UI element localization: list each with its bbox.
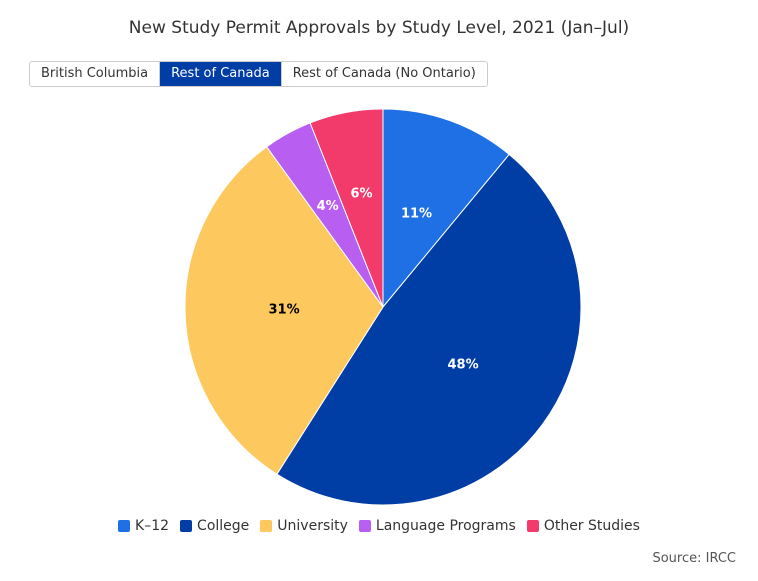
- legend-item-language-programs[interactable]: Language Programs: [358, 518, 516, 534]
- slice-data-label: 4%: [317, 199, 339, 214]
- legend-swatch: [526, 520, 539, 532]
- region-tabs: British Columbia Rest of Canada Rest of …: [29, 61, 488, 87]
- slice-data-label: 48%: [448, 358, 479, 373]
- pie-slice-other-studies[interactable]: [309, 108, 384, 308]
- legend-label: K–12: [135, 518, 170, 534]
- tab-rest-of-canada-no-ontario[interactable]: Rest of Canada (No Ontario): [281, 62, 487, 86]
- chart-title: New Study Permit Approvals by Study Leve…: [128, 18, 630, 38]
- legend-swatch: [358, 520, 371, 532]
- tab-british-columbia[interactable]: British Columbia: [30, 62, 161, 86]
- pie-slice-university[interactable]: [184, 146, 384, 475]
- legend-label: University: [277, 518, 348, 534]
- slice-data-label: 11%: [401, 206, 432, 221]
- legend-item-other-studies[interactable]: Other Studies: [526, 518, 640, 534]
- legend-label: Other Studies: [543, 518, 640, 534]
- legend-swatch: [180, 520, 193, 532]
- slice-data-label: 6%: [350, 187, 372, 202]
- pie-slice-k-12[interactable]: [382, 108, 510, 309]
- legend-label: College: [197, 518, 250, 534]
- legend-swatch: [260, 520, 273, 532]
- pie-slice-college[interactable]: [276, 153, 582, 506]
- legend-item-college[interactable]: College: [180, 518, 249, 534]
- legend-item-k12[interactable]: K–12: [118, 518, 169, 534]
- legend-item-university[interactable]: University: [260, 518, 348, 534]
- slice-data-label: 31%: [268, 303, 299, 318]
- legend: K–12 College University Language Program…: [0, 518, 758, 534]
- source-note: Source: IRCC: [652, 551, 736, 566]
- tab-rest-of-canada[interactable]: Rest of Canada: [160, 62, 282, 86]
- legend-swatch: [118, 520, 131, 532]
- legend-label: Language Programs: [375, 518, 516, 534]
